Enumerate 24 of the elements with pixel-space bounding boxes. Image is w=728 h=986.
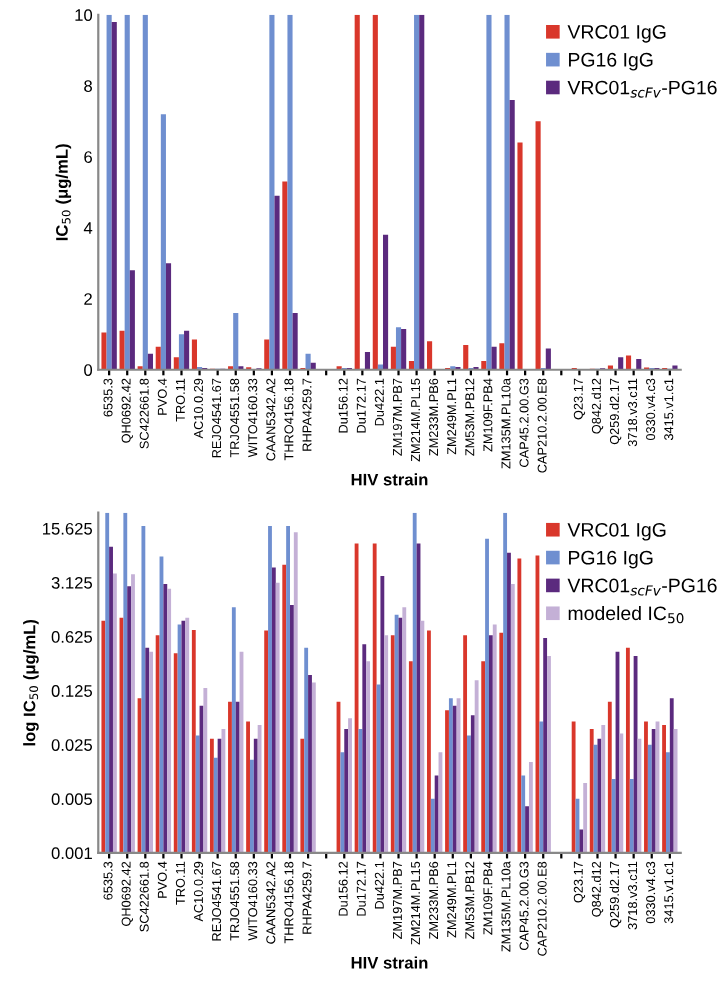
y-tick-label: 4: [83, 222, 93, 234]
legend-label: VRC01$_{scFv}$-PG16: [567, 578, 717, 596]
y-tick-label: 2: [84, 293, 92, 305]
y-tick-label: 8: [84, 80, 92, 92]
legend-label: modeled IC$_{50}$: [568, 605, 684, 624]
y-tick-label: 15.625: [43, 522, 93, 535]
x-axis-title: HIV strain: [351, 473, 428, 486]
y-tick-label: 0.125: [51, 685, 93, 697]
y-tick-label: 0.625: [51, 631, 93, 643]
x-axis-title: HIV strain: [351, 956, 428, 969]
y-axis-title: log IC$_{50}$ (μg/mL): [23, 619, 39, 746]
legend-label: VRC01 IgG: [567, 25, 666, 43]
y-tick-label: 3.125: [51, 576, 93, 589]
y-tick-label: 0.005: [51, 793, 93, 806]
y-tick-label: 0: [84, 364, 93, 376]
y-tick-label: 10: [75, 9, 93, 21]
y-tick-label: 0.001: [51, 847, 92, 860]
legend-label: VRC01$_{scFv}$-PG16: [567, 80, 717, 98]
y-tick-label: 0.025: [51, 739, 93, 751]
y-axis-title: IC$_{50}$ (μg/mL): [55, 144, 72, 241]
legend-label: PG16 IgG: [569, 52, 653, 71]
legend-label: PG16 IgG: [569, 550, 653, 569]
y-tick-label: 6: [84, 151, 92, 163]
legend-label: VRC01 IgG: [567, 522, 666, 541]
